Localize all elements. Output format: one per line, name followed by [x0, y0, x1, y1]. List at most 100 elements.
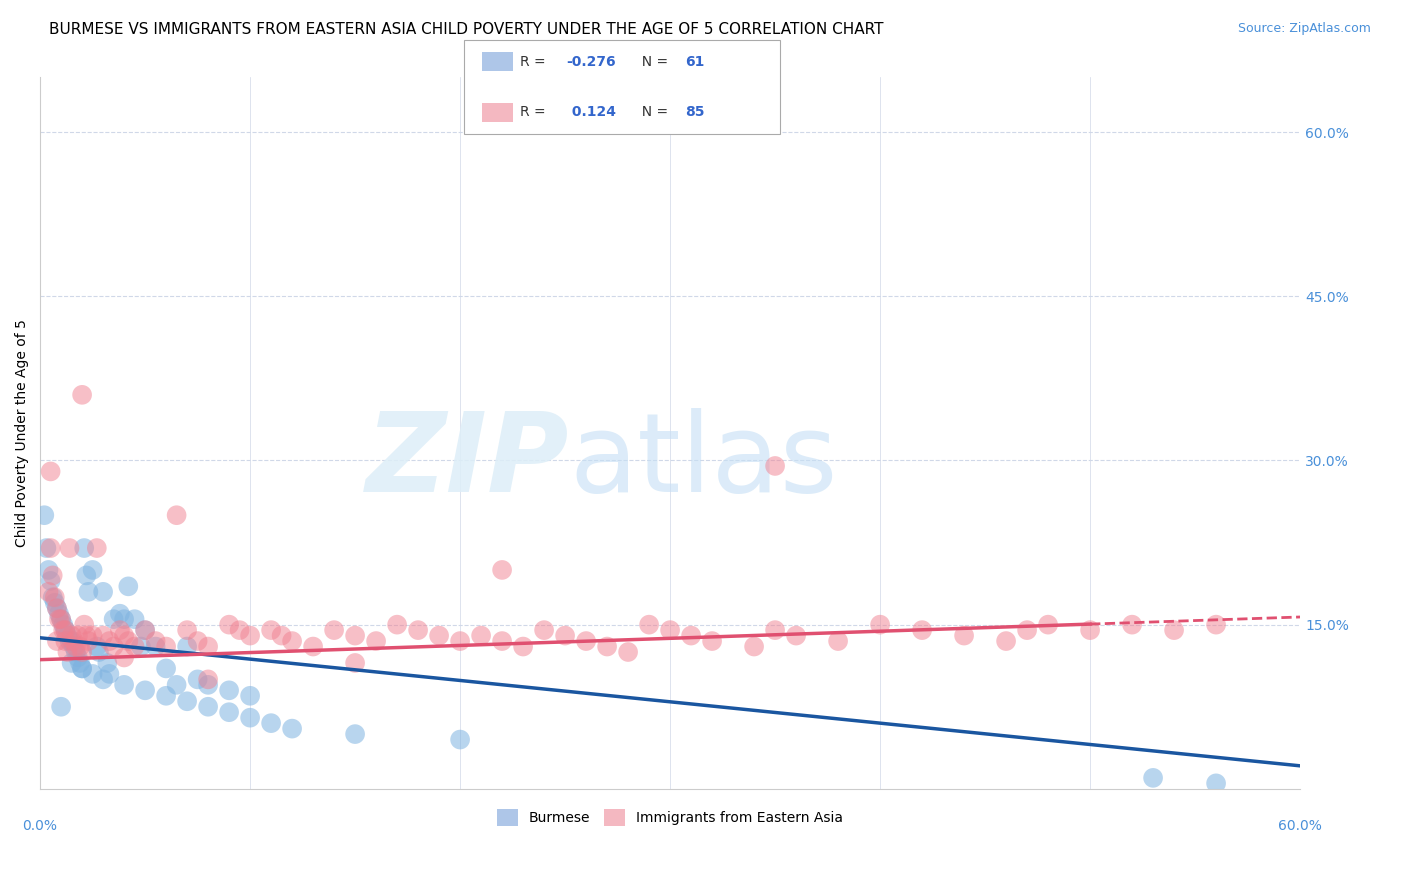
Point — [344, 727, 367, 741]
Point — [49, 699, 72, 714]
Point — [117, 579, 139, 593]
Point — [470, 629, 492, 643]
Text: 85: 85 — [685, 105, 704, 120]
Point — [49, 612, 72, 626]
Point — [176, 694, 198, 708]
Point — [82, 563, 104, 577]
Point — [34, 508, 56, 523]
Point — [197, 673, 219, 687]
Text: BURMESE VS IMMIGRANTS FROM EASTERN ASIA CHILD POVERTY UNDER THE AGE OF 5 CORRELA: BURMESE VS IMMIGRANTS FROM EASTERN ASIA … — [49, 22, 884, 37]
Point — [1036, 617, 1059, 632]
Point — [70, 645, 93, 659]
Point — [70, 661, 93, 675]
Point — [77, 634, 100, 648]
Point — [48, 607, 70, 621]
Point — [58, 634, 80, 648]
Point — [69, 640, 91, 654]
Point — [953, 629, 976, 643]
Point — [554, 629, 576, 643]
Point — [53, 634, 76, 648]
Point — [62, 634, 84, 648]
Point — [995, 634, 1018, 648]
Point — [124, 612, 146, 626]
Point — [228, 623, 250, 637]
Point — [1017, 623, 1039, 637]
Point — [197, 640, 219, 654]
Point — [155, 640, 177, 654]
Text: N =: N = — [633, 105, 672, 120]
Point — [52, 617, 75, 632]
Point — [270, 629, 292, 643]
Point — [75, 568, 97, 582]
Point — [512, 640, 534, 654]
Point — [112, 612, 135, 626]
Point — [60, 656, 83, 670]
Point — [344, 629, 367, 643]
Point — [1121, 617, 1143, 632]
Point — [1142, 771, 1164, 785]
Point — [60, 634, 83, 648]
Point — [617, 645, 640, 659]
Point — [96, 656, 118, 670]
Point — [166, 678, 188, 692]
Text: 0.124: 0.124 — [567, 105, 616, 120]
Point — [911, 623, 934, 637]
Point — [108, 607, 131, 621]
Point — [56, 629, 79, 643]
Point — [48, 612, 70, 626]
Point — [87, 645, 110, 659]
Point — [260, 716, 283, 731]
Point — [45, 601, 67, 615]
Point — [187, 673, 209, 687]
Point — [187, 634, 209, 648]
Point — [449, 732, 471, 747]
Point — [103, 612, 125, 626]
Point — [166, 508, 188, 523]
Point — [218, 617, 240, 632]
Point — [155, 661, 177, 675]
Point — [35, 541, 58, 555]
Point — [742, 640, 765, 654]
Point — [66, 629, 89, 643]
Point — [364, 634, 387, 648]
Point — [41, 591, 63, 605]
Text: ZIP: ZIP — [366, 408, 569, 515]
Y-axis label: Child Poverty Under the Age of 5: Child Poverty Under the Age of 5 — [15, 319, 30, 547]
Point — [638, 617, 661, 632]
Point — [44, 596, 66, 610]
Text: atlas: atlas — [569, 408, 838, 515]
Point — [91, 629, 114, 643]
Point — [70, 661, 93, 675]
Point — [38, 563, 60, 577]
Point — [1078, 623, 1101, 637]
Point — [491, 634, 513, 648]
Point — [145, 634, 167, 648]
Point — [65, 640, 87, 654]
Point — [145, 640, 167, 654]
Point — [134, 623, 156, 637]
Point — [108, 623, 131, 637]
Point — [785, 629, 807, 643]
Point — [176, 640, 198, 654]
Point — [659, 623, 682, 637]
Point — [91, 584, 114, 599]
Point — [53, 623, 76, 637]
Point — [491, 563, 513, 577]
Text: R =: R = — [520, 105, 550, 120]
Point — [281, 634, 304, 648]
Text: 61: 61 — [685, 54, 704, 69]
Point — [62, 640, 84, 654]
Point — [344, 656, 367, 670]
Point — [75, 629, 97, 643]
Point — [73, 541, 96, 555]
Point — [197, 678, 219, 692]
Point — [41, 568, 63, 582]
Point — [281, 722, 304, 736]
Point — [239, 629, 262, 643]
Point — [103, 640, 125, 654]
Point — [45, 634, 67, 648]
Point — [70, 388, 93, 402]
Point — [77, 584, 100, 599]
Point — [1205, 617, 1227, 632]
Point — [112, 629, 135, 643]
